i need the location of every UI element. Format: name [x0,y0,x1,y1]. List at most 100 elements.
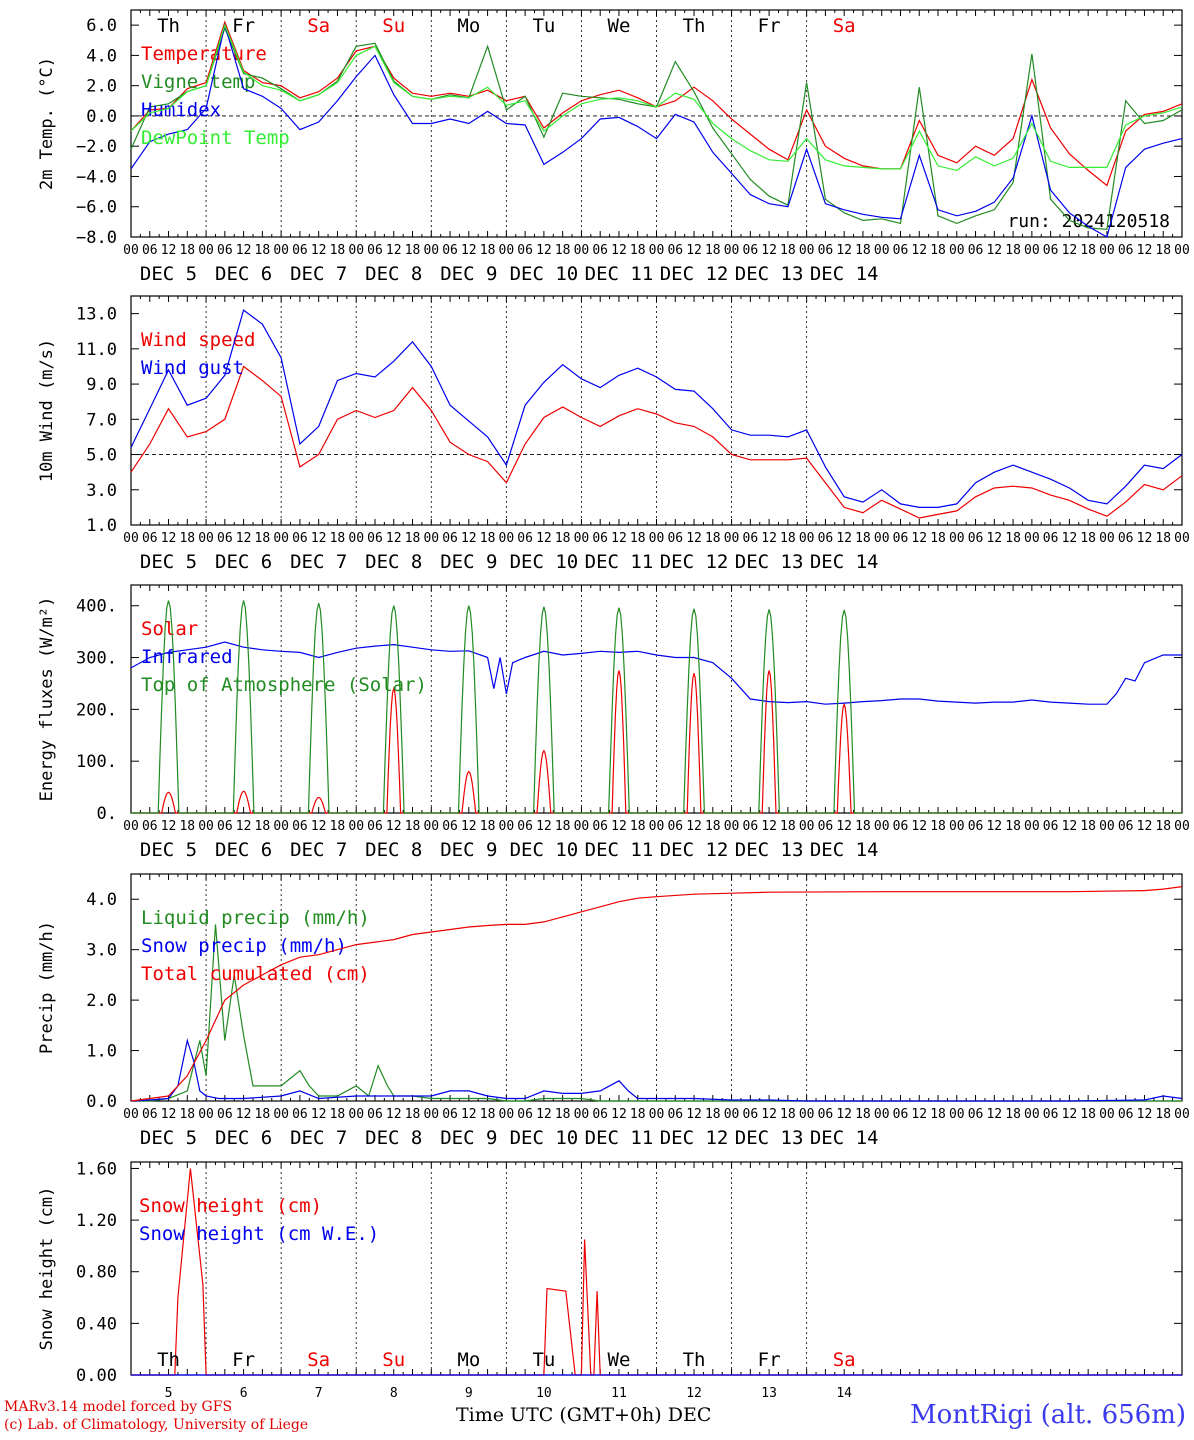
hour-tick-label: 18 [780,531,796,546]
hour-tick-label: 12 [461,1107,477,1122]
hour-tick-label: 12 [686,819,702,834]
hour-tick-label: 00 [499,819,515,834]
hour-tick-label: 00 [198,1107,214,1122]
day-name: Sa [833,15,856,37]
hour-tick-label: 00 [1174,819,1190,834]
hour-tick-label: 12 [911,243,927,258]
hour-tick-label: 18 [555,1107,571,1122]
date-label: DEC 7 [290,839,347,861]
hour-tick-label: 12 [686,243,702,258]
hour-tick-label: 18 [930,531,946,546]
hour-tick-label: 06 [667,531,683,546]
day-name: Tu [532,1349,555,1371]
date-label: DEC 10 [510,263,579,285]
y-tick-label: 0.00 [76,1366,117,1386]
date-label: DEC 12 [660,263,729,285]
hour-tick-label: 00 [1024,1107,1040,1122]
hour-tick-label: 06 [142,531,158,546]
hour-tick-label: 12 [536,819,552,834]
hour-tick-label: 12 [236,819,252,834]
hour-tick-label: 06 [367,819,383,834]
hour-tick-label: 18 [1080,819,1096,834]
hour-tick-label: 18 [179,819,195,834]
panel-1: 6.0 4.0 2.0 0.0 −2.0 −4.0 −6.0 −8.0 2m Temp. (°C… [37,9,1190,285]
hour-tick-label: 06 [893,243,909,258]
day-number-label: 7 [315,1386,323,1400]
day-number-label: 12 [686,1386,702,1400]
hour-tick-label: 12 [386,819,402,834]
model-credit: MARv3.14 model forced by GFS [4,1399,233,1415]
hour-tick-label: 12 [611,531,627,546]
hour-tick-label: 06 [893,531,909,546]
day-name: Sa [307,15,330,37]
y-tick-label: 5.0 [86,446,117,466]
hour-tick-label: 12 [1137,1107,1153,1122]
hour-tick-label: 18 [255,531,271,546]
meteogram: 6.0 4.0 2.0 0.0 −2.0 −4.0 −6.0 −8.0 2m Temp. (°C… [37,9,1190,1401]
hour-tick-label: 06 [217,531,233,546]
date-label: DEC 5 [140,1127,197,1149]
series-line [130,23,1183,172]
hour-tick-label: 18 [555,243,571,258]
hour-tick-label: 12 [686,531,702,546]
date-label: DEC 6 [215,839,272,861]
date-label: DEC 14 [810,263,879,285]
hour-tick-label: 00 [1174,531,1190,546]
hour-tick-label: 00 [1174,243,1190,258]
hour-tick-label: 12 [536,531,552,546]
panel-5: 1.60 1.20 0.80 0.40 0.00 Snow height (cm) Snow… [37,1159,1183,1401]
day-number-label: 6 [240,1386,248,1400]
hour-tick-label: 00 [724,1107,740,1122]
hour-tick-label: 18 [330,819,346,834]
hour-tick-label: 18 [179,531,195,546]
hour-tick-label: 12 [536,243,552,258]
hour-tick-label: 00 [123,1107,139,1122]
hour-tick-label: 12 [986,531,1002,546]
hour-tick-label: 12 [461,819,477,834]
date-label: DEC 10 [510,1127,579,1149]
hour-tick-label: 18 [630,819,646,834]
hour-tick-label: 00 [574,243,590,258]
hour-tick-label: 06 [292,243,308,258]
hour-tick-label: 12 [611,819,627,834]
hour-tick-label: 12 [686,1107,702,1122]
hour-tick-label: 00 [574,1107,590,1122]
hour-tick-label: 06 [667,819,683,834]
series-line [130,641,1182,705]
hour-tick-label: 18 [630,243,646,258]
y-tick-label: −6.0 [76,198,117,218]
hour-tick-label: 06 [743,243,759,258]
day-name: Fr [232,1349,255,1371]
date-label: DEC 11 [585,1127,654,1149]
date-label: DEC 9 [440,839,497,861]
day-number-label: 10 [536,1386,552,1400]
copyright-credit: (c) Lab. of Climatology, University of L… [4,1417,309,1433]
hour-tick-label: 06 [1118,531,1134,546]
hour-tick-label: 00 [649,531,665,546]
plot-frame [130,295,1183,526]
hour-tick-label: 06 [1043,819,1059,834]
hour-tick-label: 12 [386,243,402,258]
hour-tick-label: 12 [761,1107,777,1122]
hour-tick-label: 00 [1099,819,1115,834]
hour-tick-label: 18 [780,1107,796,1122]
hour-tick-label: 18 [255,819,271,834]
run-label: run: 2024120518 [1007,211,1170,232]
hour-tick-label: 18 [480,531,496,546]
hour-tick-label: 06 [968,531,984,546]
day-number-label: 9 [465,1386,473,1400]
hour-tick-label: 12 [986,243,1002,258]
legend-label: Wind gust [141,357,244,379]
hour-tick-label: 12 [911,819,927,834]
hour-tick-label: 12 [1062,1107,1078,1122]
hour-tick-label: 00 [198,243,214,258]
legend-label: Vigne temp [141,71,255,93]
hour-tick-label: 18 [480,819,496,834]
y-tick-label: 0.80 [76,1263,117,1283]
hour-tick-label: 00 [499,531,515,546]
hour-tick-label: 00 [649,1107,665,1122]
date-label: DEC 14 [810,839,879,861]
y-tick-label: 3.0 [86,941,117,961]
day-name: We [608,15,631,37]
legend-label: Infrared [141,646,233,668]
